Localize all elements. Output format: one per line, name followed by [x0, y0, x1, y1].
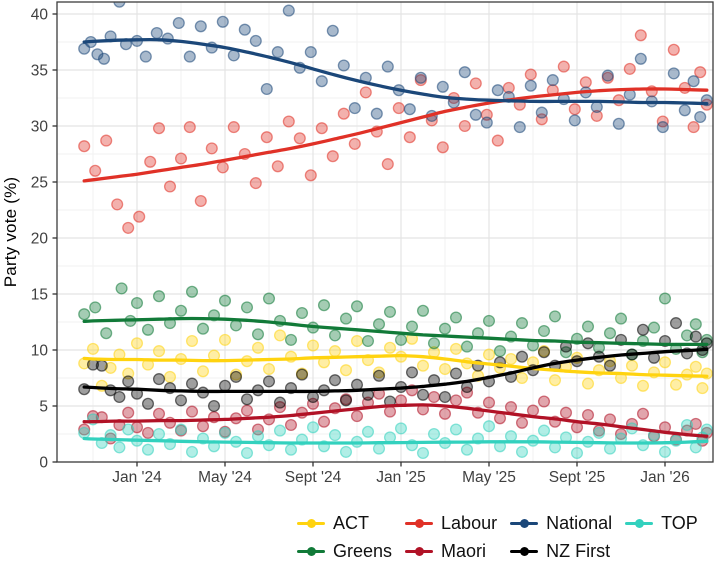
- legend-item-greens: Greens: [297, 539, 392, 563]
- legend-key-greens-icon: [297, 545, 325, 557]
- legend-key-top-icon: [625, 517, 654, 529]
- legend-label: Greens: [333, 540, 393, 561]
- y-tick-label: 10: [31, 343, 49, 360]
- legend-label: TOP: [661, 512, 698, 533]
- x-tick-label: Sept '24: [285, 469, 342, 486]
- axes: 0 5 10 15 20 25 30 35 40 Jan '24 May '24 Sept '24 Ja…: [31, 7, 690, 487]
- legend-key-act-icon: [297, 517, 325, 529]
- plot-canvas: 0 5 10 15 20 25 30 35 40 Jan '24 May '24 Sept '24 Ja…: [31, 1, 714, 487]
- chart-legend: ACT Labour National TOP Greens Maori NZ First: [297, 511, 698, 563]
- x-tick-label: May '24: [198, 469, 252, 486]
- legend-item-labour: Labour: [405, 511, 497, 535]
- x-tick-label: Sept '25: [549, 469, 605, 486]
- points-greens: [78, 282, 713, 361]
- trend-line-greens: [82, 316, 709, 347]
- legend-item-maori: Maori: [405, 539, 497, 563]
- x-tick-label: Jan '25: [376, 469, 426, 486]
- legend-label: National: [546, 512, 613, 533]
- trend-line-act: [82, 353, 709, 378]
- x-tick-label: Jan '26: [640, 469, 690, 486]
- legend-label: Maori: [441, 540, 487, 561]
- legend-item-nz-first: NZ First: [510, 539, 612, 563]
- x-tick-label: May '25: [462, 469, 516, 486]
- legend-label: Labour: [441, 512, 498, 533]
- legend-label: NZ First: [546, 540, 611, 561]
- panel-border: [56, 1, 714, 463]
- trend-line-labour: [82, 87, 709, 183]
- legend-key-nz-first-icon: [510, 545, 539, 557]
- y-tick-label: 25: [31, 175, 48, 192]
- legend-label: ACT: [333, 512, 369, 533]
- trend-line-nz-first: [82, 347, 709, 394]
- legend-key-maori-icon: [405, 545, 434, 557]
- trend-lines: [82, 37, 709, 445]
- y-tick-label: 15: [31, 287, 48, 304]
- points-labour: [78, 29, 713, 234]
- y-tick-label: 0: [39, 455, 48, 472]
- y-axis-title: Party vote (%): [1, 176, 20, 288]
- y-tick-label: 40: [31, 7, 49, 24]
- x-tick-label: Jan '24: [112, 469, 162, 486]
- trend-line-maori: [82, 403, 709, 438]
- legend-item-act: ACT: [297, 511, 392, 535]
- trend-line-top: [82, 436, 709, 445]
- legend-item-top: TOP: [625, 511, 698, 535]
- scatter-points: [78, 2, 713, 460]
- y-tick-label: 20: [31, 231, 49, 248]
- legend-item-national: National: [510, 511, 612, 535]
- trend-line-national: [82, 37, 709, 106]
- y-tick-label: 35: [31, 63, 48, 80]
- y-tick-label: 30: [31, 119, 49, 136]
- y-tick-label: 5: [39, 399, 48, 416]
- legend-key-national-icon: [510, 517, 539, 529]
- legend-key-labour-icon: [405, 517, 434, 529]
